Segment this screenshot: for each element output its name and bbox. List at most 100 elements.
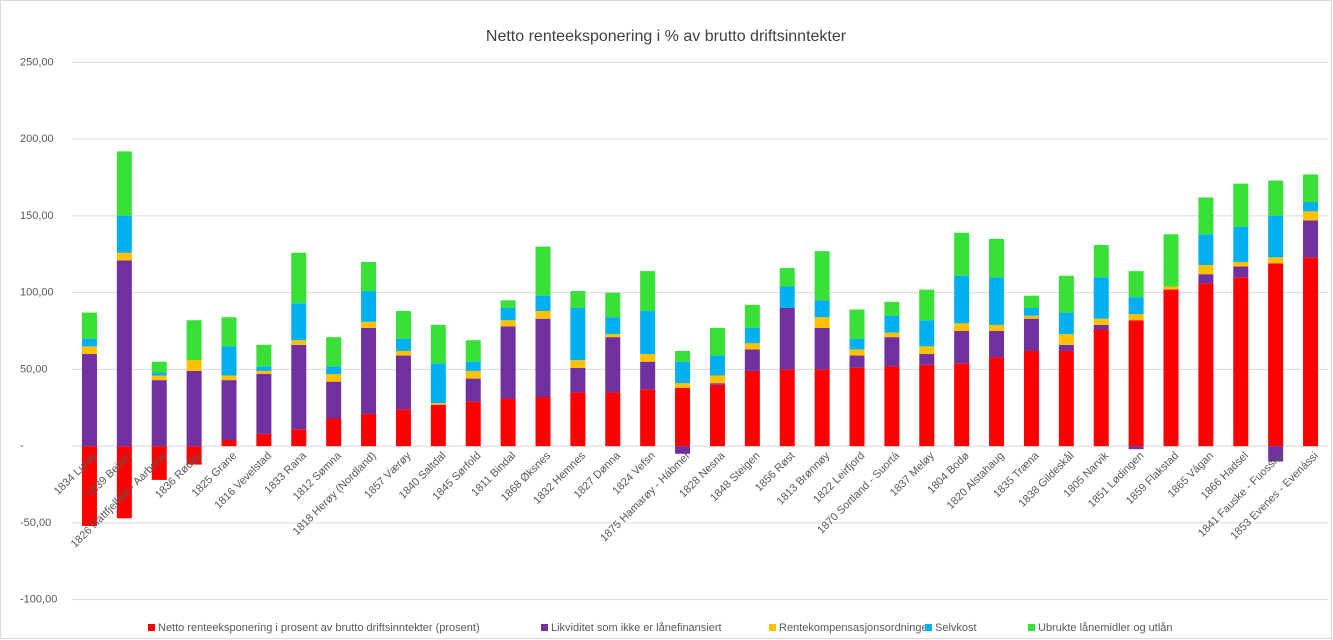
y-tick-label: 50,00 (20, 363, 48, 375)
bar-segment (884, 366, 900, 447)
bar-segment (1268, 446, 1284, 462)
bar-segment (1023, 295, 1039, 308)
bar-segment (1128, 271, 1144, 298)
y-tick-label: 200,00 (20, 133, 54, 145)
legend-label: Likviditet som ikke er lånefinansiert (551, 622, 722, 634)
bar-segment (535, 295, 551, 312)
bar-segment (1163, 289, 1179, 447)
bar-segment (256, 366, 272, 371)
bar-segment (465, 401, 481, 447)
y-tick-label: 150,00 (20, 210, 54, 222)
bar-segment (1198, 197, 1214, 235)
legend-swatch (148, 624, 155, 631)
bar-segment (430, 324, 446, 364)
bar-segment (500, 398, 516, 447)
bar-segment (535, 246, 551, 296)
bar-segment (116, 446, 132, 519)
bar-segment (640, 354, 656, 362)
bar-segment (570, 367, 586, 393)
legend-swatch (769, 624, 776, 631)
bar-segment (849, 309, 865, 339)
bar-segment (744, 349, 760, 371)
bar-segment (675, 383, 691, 388)
bar-segment (500, 300, 516, 308)
bar-segment (849, 367, 865, 447)
bar-segment (1128, 320, 1144, 447)
bar-segment (605, 292, 621, 318)
bar-segment (151, 446, 167, 480)
bar-segment (570, 307, 586, 361)
bar-segment (1023, 315, 1039, 319)
bar-segment (675, 387, 691, 447)
bar-segment (1093, 318, 1109, 325)
bar-segment (395, 338, 411, 351)
bar-segment (989, 357, 1005, 447)
y-tick-label: 250,00 (20, 56, 54, 68)
bar-segment (744, 343, 760, 350)
bar-segment (151, 380, 167, 447)
bar-segment (326, 373, 342, 382)
bar-segment (779, 268, 795, 287)
bar-segment (744, 370, 760, 447)
bar-segment (430, 363, 446, 404)
bar-segment (186, 360, 202, 371)
bar-segment (1023, 307, 1039, 316)
bar-segment (1268, 215, 1284, 258)
bar-segment (919, 354, 935, 365)
bar-segment (500, 307, 516, 321)
bar-segment (1303, 202, 1319, 212)
bar-segment (989, 331, 1005, 358)
bar-segment (361, 291, 377, 322)
bar-segment (779, 369, 795, 447)
bar-segment (814, 317, 830, 328)
bar-segment (256, 433, 272, 447)
y-tick-label: -50,00 (20, 517, 51, 529)
bar-segment (709, 327, 725, 356)
bar-segment (919, 346, 935, 355)
bar-segment (1303, 257, 1319, 447)
bar-segment (849, 349, 865, 356)
bar-segment (116, 252, 132, 261)
bar-segment (570, 360, 586, 368)
bar-segment (1093, 245, 1109, 278)
bar-segment (675, 361, 691, 384)
bar-segment (779, 307, 795, 370)
bar-segment (535, 397, 551, 447)
bar-segment (954, 275, 970, 324)
bar-segment (81, 354, 97, 447)
bar-segment (256, 370, 272, 374)
bar-segment (1093, 329, 1109, 447)
bar-segment (605, 334, 621, 338)
bar-segment (1093, 277, 1109, 319)
bar-segment (151, 372, 167, 376)
bar-segment (1128, 446, 1144, 450)
bar-segment (81, 346, 97, 355)
bar-segment (1128, 314, 1144, 321)
bar-segment (1268, 257, 1284, 264)
bar-segment (675, 350, 691, 362)
bar-segment (1058, 334, 1074, 345)
bar-segment (1198, 274, 1214, 284)
bar-segment (500, 320, 516, 327)
bar-segment (291, 340, 307, 345)
bar-segment (1058, 350, 1074, 447)
y-tick-label: -100,00 (20, 594, 57, 606)
chart-title: Netto renteeksponering i % av brutto dri… (486, 28, 847, 45)
bar-segment (535, 311, 551, 319)
bar-segment (884, 337, 900, 367)
bar-segment (326, 337, 342, 367)
bar-segment (116, 215, 132, 253)
bar-segment (151, 375, 167, 381)
bar-segment (221, 380, 237, 440)
bar-segment (989, 324, 1005, 331)
bar-segment (605, 392, 621, 447)
bar-segment (919, 364, 935, 447)
bar-segment (221, 346, 237, 376)
bar-segment (465, 370, 481, 379)
bar-segment (640, 361, 656, 390)
bar-segment (116, 151, 132, 216)
bar-segment (465, 340, 481, 362)
bar-segment (884, 315, 900, 333)
y-tick-label: 100,00 (20, 287, 54, 299)
bar-segment (954, 363, 970, 447)
